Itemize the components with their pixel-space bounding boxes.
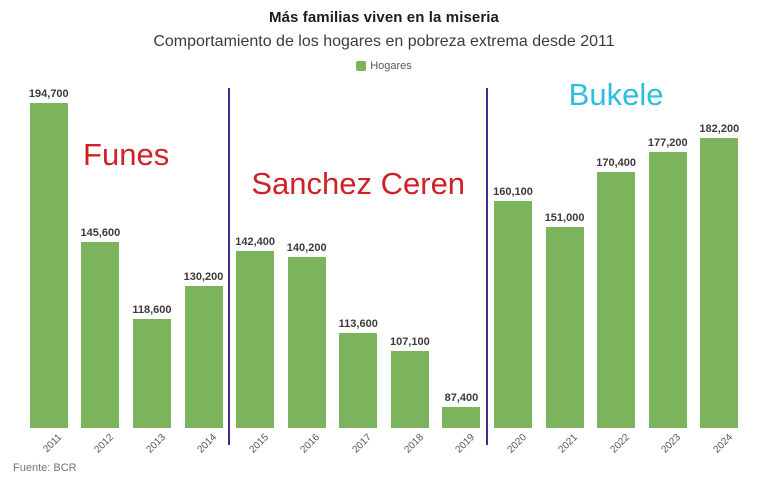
bar-slot: 113,600 2017: [332, 85, 384, 456]
bar-value-label: 194,700: [28, 88, 69, 100]
era-divider: [486, 88, 489, 445]
bar-value-label: 140,200: [286, 242, 327, 254]
x-axis-tick-label: 2021: [556, 432, 581, 456]
bar: [648, 152, 687, 428]
bar: [132, 319, 171, 428]
x-axis-tick-label: 2019: [453, 432, 478, 456]
bar-value-label: 182,200: [699, 123, 740, 135]
legend-label: Hogares: [370, 60, 412, 72]
x-axis-tick-label: 2022: [608, 432, 632, 456]
x-axis-tick-label: 2020: [505, 432, 529, 456]
bar: [29, 103, 68, 428]
bar-slot: 170,400 2022: [590, 85, 642, 456]
bar: [184, 286, 223, 428]
x-axis-tick-label: 2024: [711, 432, 736, 456]
bar: [493, 201, 532, 428]
bar-value-label: 145,600: [80, 227, 121, 239]
bar-slot: 151,000 2021: [539, 85, 591, 456]
x-axis-tick-label: 2012: [92, 432, 117, 456]
bar-value-label: 113,600: [338, 318, 378, 330]
bar-slot: 118,600 2013: [126, 85, 178, 456]
era-label: Funes: [83, 137, 170, 172]
bar-value-label: 130,200: [183, 271, 224, 283]
source-note: Fuente: BCR: [13, 462, 77, 474]
x-axis-tick-label: 2018: [402, 432, 426, 456]
bar: [545, 227, 584, 428]
bar-value-label: 160,100: [493, 186, 533, 198]
bar: [81, 242, 120, 428]
x-axis-tick-label: 2015: [247, 432, 271, 456]
bar-value-label: 107,100: [389, 336, 430, 348]
bar-value-label: 118,600: [132, 304, 172, 316]
x-axis-tick-label: 2016: [298, 432, 323, 456]
x-axis-tick-label: 2013: [144, 432, 168, 456]
bar: [287, 257, 326, 428]
bar-slot: 182,200 2024: [694, 85, 746, 456]
era-label: Bukele: [568, 77, 664, 112]
bar-slot: 87,400 2019: [436, 85, 488, 456]
chart-title: Más familias viven en la miseria: [269, 9, 499, 26]
x-axis-tick-label: 2011: [41, 432, 65, 455]
bar-slot: 130,200 2014: [178, 85, 230, 456]
bar: [339, 333, 378, 428]
bar-slot: 142,400 2015: [229, 85, 281, 456]
plot-area: 194,700 2011 145,600 2012 118,600 2013 130,200…: [23, 77, 746, 456]
bar-slot: 177,200 2023: [642, 85, 694, 456]
bar-value-label: 177,200: [647, 137, 688, 149]
x-axis-tick-label: 2017: [350, 432, 375, 456]
bar-value-label: 87,400: [444, 392, 479, 404]
bar: [236, 251, 275, 428]
bar: [700, 138, 739, 428]
bar-value-label: 170,400: [596, 157, 637, 169]
bar: [597, 172, 636, 428]
bar-slot: 194,700 2011: [23, 85, 75, 455]
bar-slot: 145,600 2012: [75, 85, 127, 456]
bar-value-label: 142,400: [235, 236, 275, 248]
x-axis-tick-label: 2023: [660, 432, 684, 456]
bar: [390, 351, 429, 428]
legend-swatch-icon: [356, 61, 367, 71]
bar: [442, 407, 481, 428]
bar-slot: 140,200 2016: [281, 85, 333, 456]
bar-value-label: 151,000: [544, 212, 585, 224]
era-label: Sanchez Ceren: [251, 166, 466, 201]
x-axis-tick-label: 2014: [195, 432, 220, 456]
chart-subtitle: Comportamiento de los hogares en pobreza…: [153, 33, 615, 50]
legend: Hogares: [0, 60, 768, 72]
bar-slot: 107,100 2018: [384, 85, 436, 456]
era-divider: [228, 88, 231, 445]
bar-slot: 160,100 2020: [487, 85, 539, 456]
